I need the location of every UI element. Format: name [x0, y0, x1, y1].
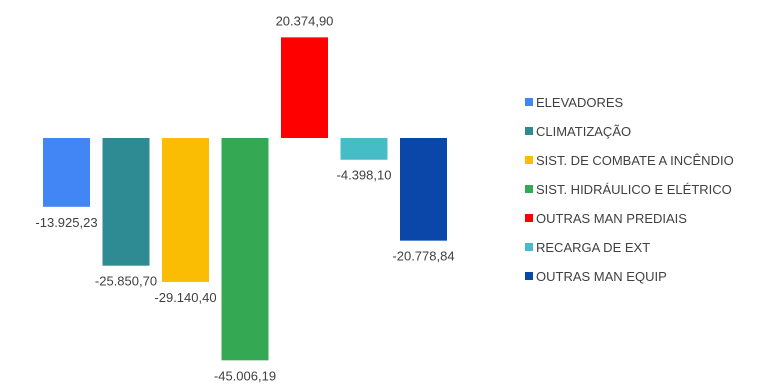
bar-climatizacao [102, 138, 150, 266]
legend-label-sist-de-combate-a-incendio: SIST. DE COMBATE A INCÊNDIO [536, 153, 734, 168]
bar-sist-hidraulico-e-eletrico [221, 138, 269, 361]
legend-label-sist-hidraulico-e-eletrico: SIST. HIDRÁULICO E ELÉTRICO [536, 182, 732, 197]
legend-label-climatizacao: CLIMATIZAÇÃO [536, 124, 631, 139]
data-label-outras-man-equip: -20.778,84 [392, 249, 454, 264]
legend-swatch-outras-man-prediais [525, 214, 533, 222]
data-label-climatizacao: -25.850,70 [95, 274, 157, 289]
legend: ELEVADORES CLIMATIZAÇÃO SIST. DE COMBATE A… [525, 95, 734, 284]
bar-outras-man-equip [400, 138, 447, 241]
data-label-sist-hidraulico-e-eletrico: -45.006,19 [214, 368, 276, 383]
legend-swatch-climatizacao [525, 127, 533, 135]
bar-sist-de-combate-a-incendio [162, 138, 209, 282]
data-label-recarga-de-ext: -4.398,10 [337, 168, 392, 183]
bar-elevadores [43, 138, 90, 207]
legend-swatch-outras-man-equip [525, 272, 533, 280]
legend-swatch-sist-hidraulico-e-eletrico [525, 185, 533, 193]
legend-label-outras-man-equip: OUTRAS MAN EQUIP [536, 269, 667, 284]
data-label-elevadores: -13.925,23 [35, 215, 97, 230]
data-labels-group: -13.925,23 -25.850,70-29.140,40 -45.006,19… [35, 13, 454, 383]
data-label-outras-man-prediais: 20.374,90 [276, 13, 334, 28]
legend-swatch-elevadores [525, 98, 533, 106]
bar-recarga-de-ext [340, 138, 388, 160]
legend-swatch-recarga-de-ext [525, 243, 533, 251]
bar-outras-man-prediais [281, 37, 328, 138]
legend-label-elevadores: ELEVADORES [536, 95, 624, 110]
bars-group [43, 37, 447, 361]
data-label-sist-de-combate-a-incendio: -29.140,40 [154, 290, 216, 305]
legend-label-recarga-de-ext: RECARGA DE EXT [536, 240, 650, 255]
legend-label-outras-man-prediais: OUTRAS MAN PREDIAIS [536, 211, 687, 226]
legend-swatch-sist-de-combate-a-incendio [525, 156, 533, 164]
